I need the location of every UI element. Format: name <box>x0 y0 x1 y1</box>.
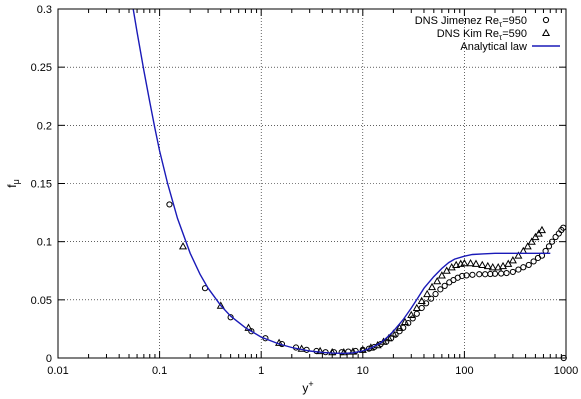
data-point-jimenez <box>525 261 532 269</box>
y-tick-label: 0.3 <box>37 4 52 16</box>
x-axis-label: y+ <box>302 379 313 395</box>
x-tick-label: 10 <box>357 365 369 377</box>
data-point-kim <box>498 261 508 270</box>
data-point-jimenez <box>392 331 399 338</box>
y-tick-label: 0.05 <box>31 295 52 307</box>
data-point-kim <box>494 263 503 271</box>
data-point-kim <box>178 242 188 250</box>
y-tick-label: 0 <box>46 353 52 365</box>
data-point-jimenez <box>515 266 522 273</box>
data-point-kim <box>216 301 225 309</box>
data-point-kim <box>395 323 404 331</box>
data-point-jimenez <box>476 271 483 278</box>
data-point-jimenez <box>166 201 173 208</box>
data-point-kim <box>417 296 426 305</box>
axis-ticks: 0.01 0.1 1 10 100 1000 0 0.05 0.1 0.15 0.2 0.25 0.3 <box>31 4 579 377</box>
y-tick-label: 0.15 <box>31 179 52 191</box>
data-point-kim <box>437 271 446 279</box>
data-point-kim <box>442 266 451 274</box>
data-point-jimenez <box>405 320 412 327</box>
data-point-kim <box>316 346 325 355</box>
x-tick-label: 0.1 <box>152 365 167 377</box>
series-line-analytical-law <box>132 8 551 355</box>
legend-label: DNS Jimenez Reτ=950 <box>415 15 527 29</box>
data-point-jimenez <box>248 328 255 335</box>
data-point-kim <box>339 347 348 356</box>
data-point-jimenez <box>520 264 527 271</box>
data-point-jimenez <box>365 345 373 352</box>
data-point-kim <box>412 303 421 312</box>
y-tick-label: 0.25 <box>31 62 52 74</box>
x-tick-label: 100 <box>455 365 473 377</box>
data-point-kim <box>427 282 437 291</box>
data-point-kim <box>523 242 532 250</box>
data-point-kim <box>488 263 497 271</box>
data-point-jimenez <box>491 270 499 277</box>
plot-area <box>132 8 567 362</box>
data-point-jimenez <box>463 272 470 279</box>
data-point-kim <box>275 338 284 346</box>
data-point-jimenez <box>469 271 476 278</box>
y-tick-label: 0.2 <box>37 120 52 132</box>
data-point-jimenez <box>459 272 466 280</box>
data-point-kim <box>534 229 543 237</box>
data-point-kim <box>478 260 487 268</box>
data-point-jimenez <box>413 310 420 317</box>
data-point-jimenez <box>503 269 510 277</box>
data-point-kim <box>514 251 523 259</box>
data-point-kim <box>407 310 416 319</box>
data-point-jimenez <box>545 243 553 250</box>
data-point-jimenez <box>427 295 435 302</box>
data-point-kim <box>483 261 492 270</box>
data-point-jimenez <box>487 270 494 278</box>
data-point-kim <box>433 276 442 285</box>
data-point-jimenez <box>441 282 448 289</box>
legend-label: Analytical law <box>460 41 527 53</box>
x-tick-label: 0.01 <box>47 365 68 377</box>
legend-swatch-marker <box>542 16 550 24</box>
data-point-kim <box>466 258 475 267</box>
axis-labels: y+ fμ <box>5 179 314 395</box>
data-point-jimenez <box>437 286 444 293</box>
data-point-jimenez <box>432 290 439 298</box>
data-point-jimenez <box>396 328 403 335</box>
y-axis-label: fμ <box>5 179 21 188</box>
data-point-kim <box>531 232 540 241</box>
legend-swatch-marker <box>541 28 551 37</box>
data-point-jimenez <box>530 258 537 265</box>
data-point-jimenez <box>552 233 559 241</box>
data-point-kim <box>504 259 513 267</box>
y-tick-label: 0.1 <box>37 237 52 249</box>
data-point-kim <box>508 256 517 264</box>
x-tick-label: 1 <box>258 365 264 377</box>
data-point-kim <box>471 259 481 267</box>
data-point-kim <box>452 260 461 268</box>
data-point-jimenez <box>549 238 556 245</box>
data-point-kim <box>537 225 547 234</box>
x-tick-label: 1000 <box>554 365 578 377</box>
data-point-kim <box>297 344 306 352</box>
data-point-kim <box>400 317 410 325</box>
data-point-kim <box>423 289 432 298</box>
data-point-jimenez <box>409 315 416 322</box>
legend-label: DNS Kim Reτ=590 <box>437 28 527 42</box>
data-point-kim <box>460 258 469 267</box>
data-point-jimenez <box>509 268 516 276</box>
data-point-kim <box>527 237 536 245</box>
